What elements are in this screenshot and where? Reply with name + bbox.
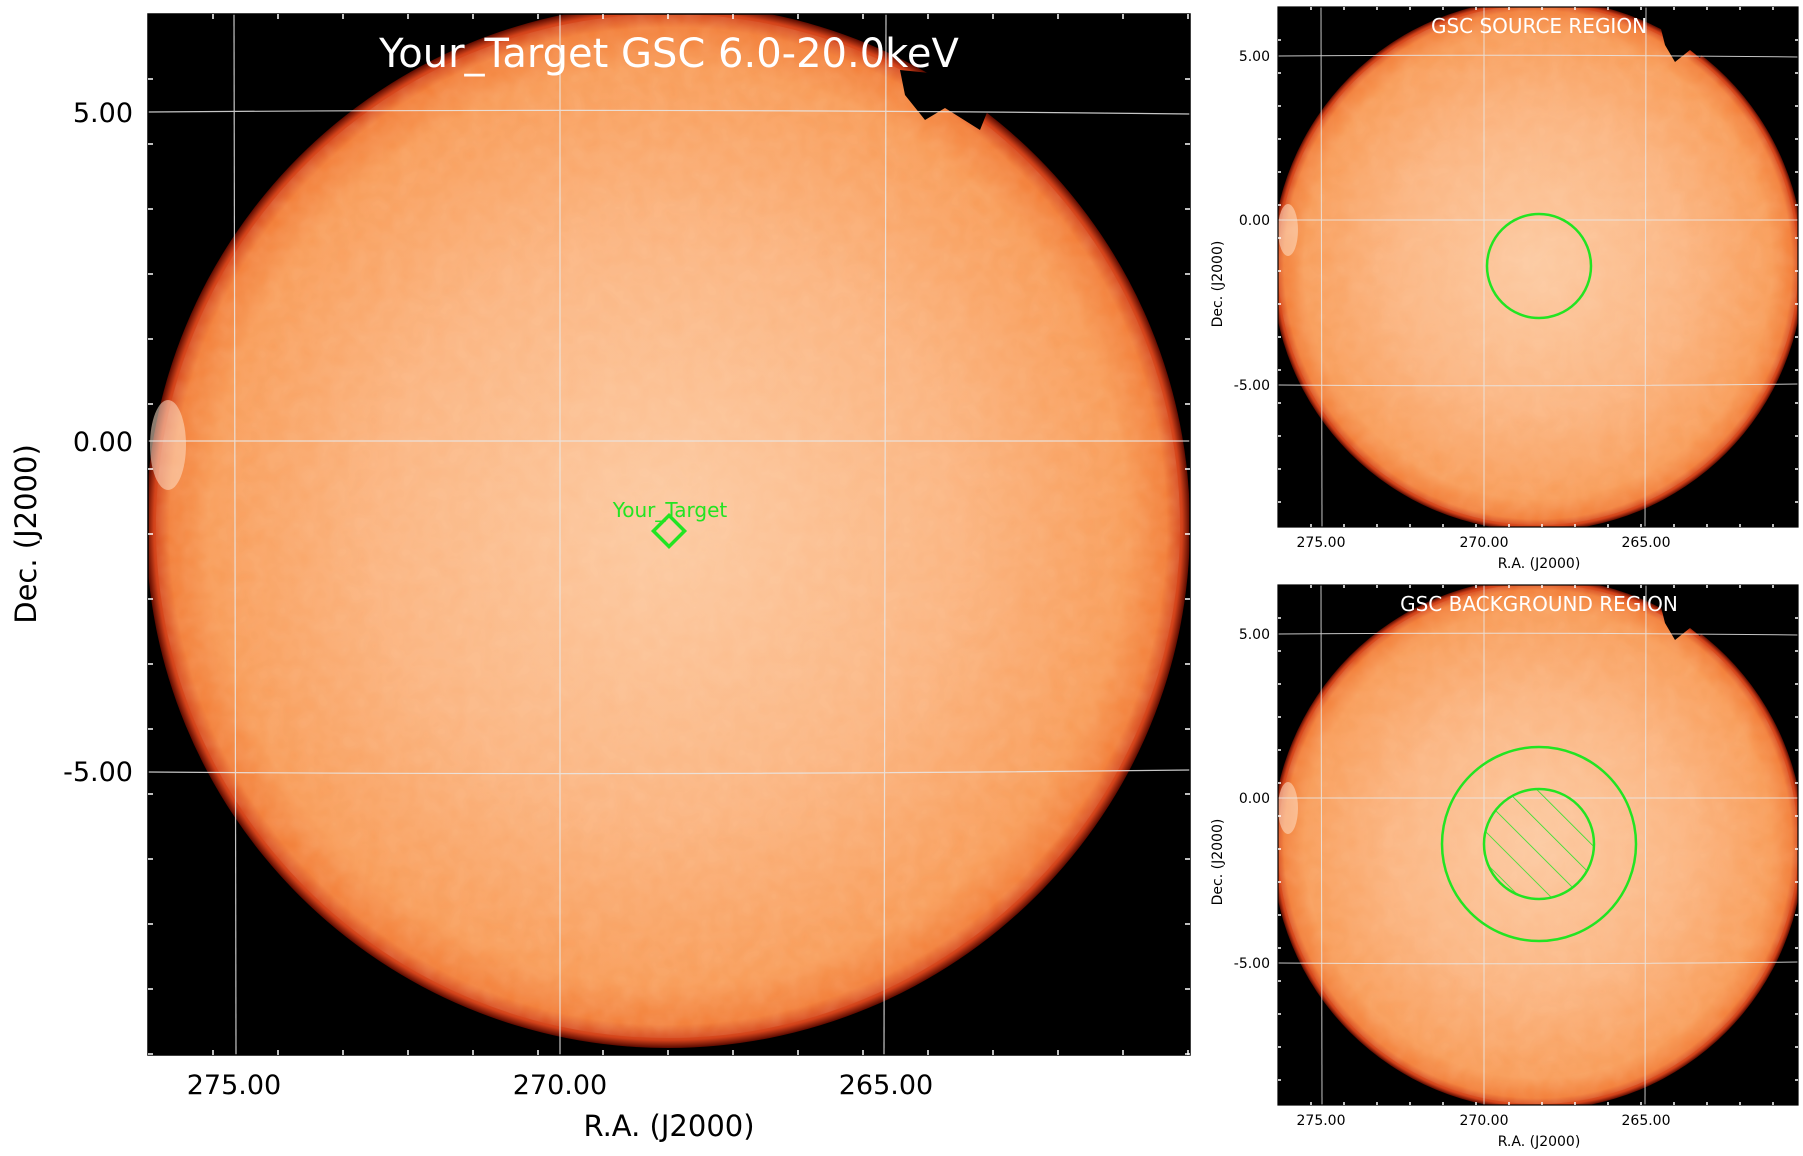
background-outer-circle[interactable]	[1440, 745, 1638, 943]
background-xtick-1: 275.00	[1297, 1113, 1346, 1129]
source-ticks	[1278, 7, 1798, 527]
source-ytick-1: 5.00	[1239, 49, 1270, 65]
background-axes-frame	[1277, 584, 1799, 1106]
main-ytick-2: 0.00	[73, 427, 133, 458]
source-ylabel: Dec. (J2000)	[1210, 241, 1226, 328]
source-xtick-2: 270.00	[1460, 535, 1509, 551]
source-region-circle[interactable]	[1485, 212, 1593, 320]
source-ytick-2: 0.00	[1239, 213, 1270, 229]
main-xtick-1: 275.00	[187, 1070, 281, 1101]
background-xtick-2: 270.00	[1460, 1113, 1509, 1129]
main-ticks	[148, 14, 1190, 1055]
target-diamond-icon[interactable]	[650, 512, 688, 550]
background-ticks	[1278, 585, 1798, 1105]
main-sky-texture	[156, 14, 1180, 1038]
background-xtick-3: 265.00	[1622, 1113, 1671, 1129]
main-sky-image	[148, 14, 1190, 1055]
background-ytick-1: 5.00	[1239, 627, 1270, 643]
background-ylabel: Dec. (J2000)	[1210, 819, 1226, 906]
main-title: Your_Target GSC 6.0-20.0keV	[378, 31, 959, 77]
background-title: GSC BACKGROUND REGION	[1400, 592, 1678, 616]
source-coordinate-grid	[1278, 7, 1798, 527]
source-xtick-1: 275.00	[1297, 535, 1346, 551]
main-sky-notch	[900, 70, 1000, 130]
main-xtick-3: 265.00	[839, 1070, 933, 1101]
background-sky-image	[1278, 585, 1798, 1105]
background-xlabel: R.A. (J2000)	[1498, 1134, 1581, 1150]
target-label: Your_Target	[612, 498, 728, 522]
source-sky-image	[1278, 7, 1798, 527]
source-ytick-3: -5.00	[1234, 378, 1270, 394]
main-xtick-2: 270.00	[513, 1070, 607, 1101]
source-xtick-3: 265.00	[1622, 535, 1671, 551]
background-ytick-3: -5.00	[1234, 956, 1270, 972]
source-axes-frame	[1277, 6, 1799, 528]
main-ytick-3: -5.00	[63, 757, 133, 788]
main-bright-edge	[150, 400, 186, 490]
source-xlabel: R.A. (J2000)	[1498, 556, 1581, 572]
main-coordinate-grid	[148, 14, 1190, 1055]
background-ytick-2: 0.00	[1239, 791, 1270, 807]
background-excluded-hatched-circle[interactable]	[1482, 787, 1596, 901]
main-xlabel: R.A. (J2000)	[583, 1109, 754, 1143]
main-ylabel: Dec. (J2000)	[9, 444, 43, 624]
target-marker[interactable]: Your_Target	[612, 498, 728, 550]
source-title: GSC SOURCE REGION	[1431, 14, 1647, 38]
main-ytick-1: 5.00	[73, 98, 133, 129]
